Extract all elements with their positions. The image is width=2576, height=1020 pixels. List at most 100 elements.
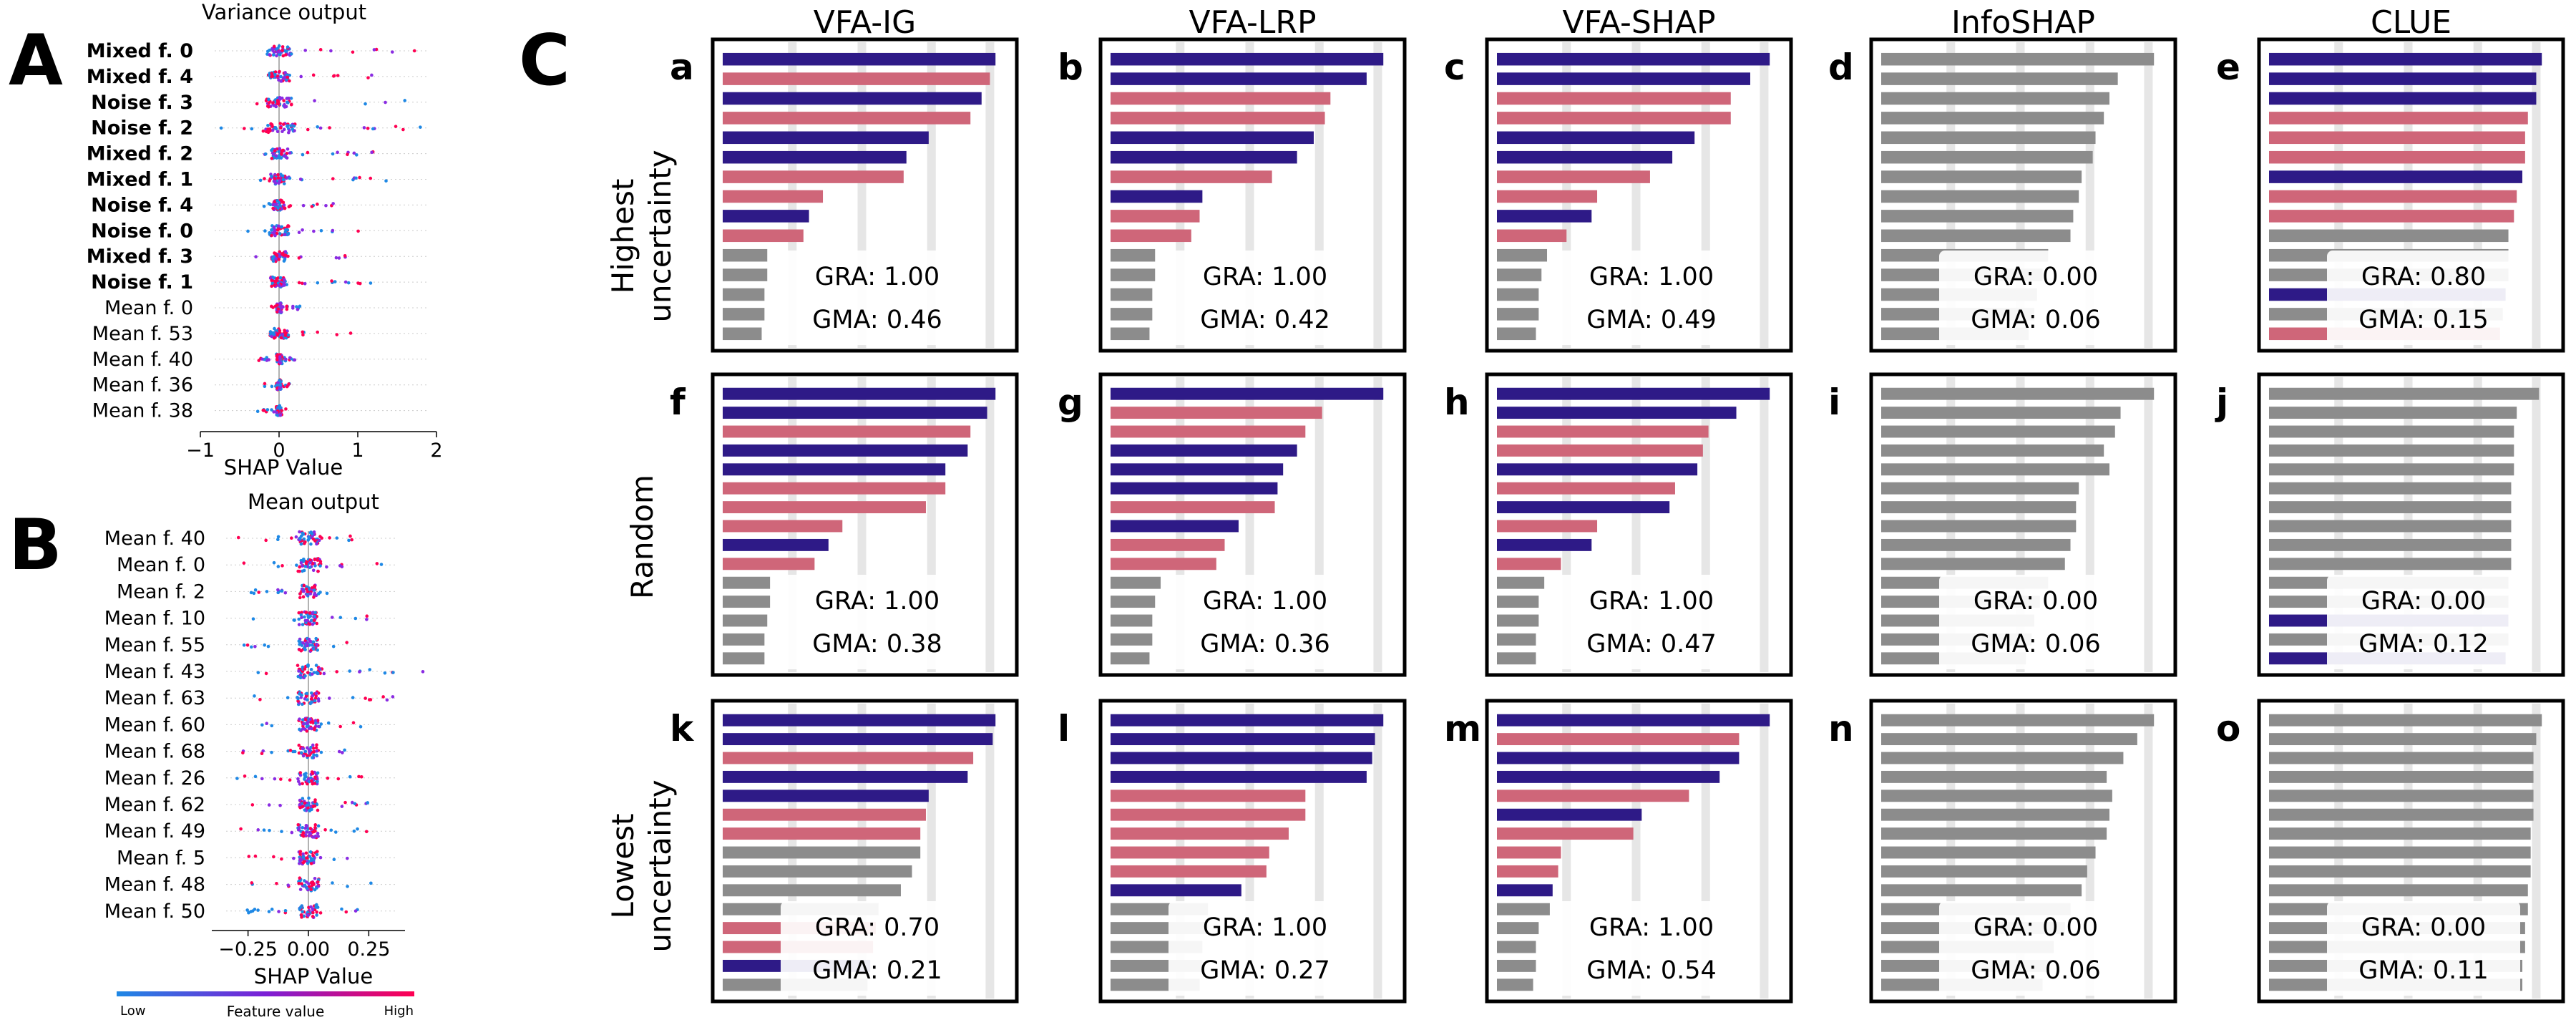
panel-letter-b-big: B <box>9 505 62 586</box>
shap-point <box>335 333 339 336</box>
shap-point <box>305 803 309 807</box>
shap-point <box>309 668 313 671</box>
shap-point <box>307 535 311 539</box>
shap-point <box>278 122 283 125</box>
shap-point <box>286 147 290 151</box>
shap-point <box>265 408 270 412</box>
bar <box>1111 884 1241 897</box>
bar <box>723 190 824 203</box>
bar <box>2269 846 2531 859</box>
bar-subplot: a GRA: 1.00 GMA: 0.46 <box>670 37 1019 353</box>
method-title: CLUE <box>2371 4 2451 41</box>
shap-point <box>318 126 323 130</box>
shap-point <box>315 542 318 546</box>
shap-point <box>253 854 258 858</box>
shap-point <box>290 102 293 107</box>
shap-point <box>318 591 322 594</box>
bar <box>1881 558 2065 570</box>
feature-label: Mean f. 50 <box>104 900 205 923</box>
bar <box>1111 170 1272 183</box>
feature-label: Mean f. 26 <box>104 767 205 790</box>
shap-point <box>346 885 349 888</box>
subplot-letter: d <box>1828 47 1854 88</box>
bar <box>1497 327 1536 341</box>
bar <box>723 150 907 164</box>
shap-point <box>302 589 306 593</box>
panel-b-plot: Mean f. 40 Mean f. 0 Mean f. 2 Mean f. 10 Me… <box>104 528 425 961</box>
feature-dot-cloud <box>246 224 360 238</box>
panel-a-xlabel: SHAP Value <box>224 455 343 480</box>
shap-point <box>264 538 268 543</box>
bar <box>2269 501 2512 514</box>
shap-point <box>250 803 255 807</box>
bar <box>1497 770 1720 783</box>
feature-label: Mixed f. 0 <box>87 40 193 62</box>
shap-point <box>296 308 300 311</box>
shap-point <box>330 616 334 619</box>
shap-point <box>316 835 320 838</box>
shap-point <box>367 698 371 701</box>
shap-point <box>330 279 333 283</box>
shap-point <box>304 611 308 615</box>
shap-point <box>364 696 367 700</box>
shap-point <box>325 565 328 569</box>
shap-point <box>267 910 271 913</box>
shap-point <box>301 330 305 334</box>
bar <box>723 444 968 457</box>
subplot-frame <box>2257 372 2565 677</box>
bar-subplot: c GRA: 1.00 GMA: 0.49 <box>1444 37 1793 353</box>
panel-a-beeswarm: Variance output Mixed f. 0 Mixed f. 4 Nois… <box>87 0 443 480</box>
shap-point <box>273 283 276 287</box>
shap-point <box>283 278 286 281</box>
shap-point <box>343 800 347 805</box>
shap-point <box>351 696 355 699</box>
shap-point <box>299 542 303 546</box>
bar-subplot: h GRA: 1.00 GMA: 0.47 <box>1444 372 1793 677</box>
shap-point <box>300 587 304 591</box>
shap-point <box>287 382 291 386</box>
shap-point <box>261 749 265 753</box>
shap-point <box>285 305 288 309</box>
bar <box>1497 387 1770 400</box>
shap-point <box>313 719 318 723</box>
shap-point <box>304 851 308 855</box>
shap-point <box>297 743 301 747</box>
shap-point <box>340 907 343 911</box>
shap-point <box>267 202 271 205</box>
bar <box>2269 714 2542 727</box>
shap-point <box>265 590 269 593</box>
subplot-frame <box>1098 37 1407 353</box>
bar <box>1111 229 1191 243</box>
shap-point <box>285 176 288 180</box>
shap-point <box>276 176 280 180</box>
bar <box>1497 959 1536 972</box>
shap-point <box>242 643 246 647</box>
bar <box>1497 576 1545 589</box>
bar <box>1111 790 1306 802</box>
shap-point <box>273 251 276 255</box>
shap-point <box>278 355 282 359</box>
shap-point <box>277 150 280 154</box>
shap-point <box>299 558 303 563</box>
shap-point <box>270 233 273 238</box>
shap-point <box>318 671 322 676</box>
shap-point <box>257 591 261 594</box>
metric-box <box>781 575 974 669</box>
bar <box>723 865 912 878</box>
shap-point <box>403 99 407 102</box>
shap-point <box>298 853 302 856</box>
shap-point <box>276 588 280 592</box>
bar <box>1111 288 1153 301</box>
shap-point <box>313 876 317 880</box>
shap-point <box>297 669 301 673</box>
feature-dot-cloud <box>270 301 302 315</box>
feature-label: Mean f. 0 <box>117 554 205 576</box>
shap-point <box>318 560 323 563</box>
shap-point <box>301 852 305 856</box>
shap-point <box>331 228 335 233</box>
shap-point <box>263 643 267 647</box>
shap-point <box>296 822 301 827</box>
shap-point <box>328 126 331 130</box>
shap-point <box>324 203 328 208</box>
subplot-letter: c <box>1444 47 1465 88</box>
